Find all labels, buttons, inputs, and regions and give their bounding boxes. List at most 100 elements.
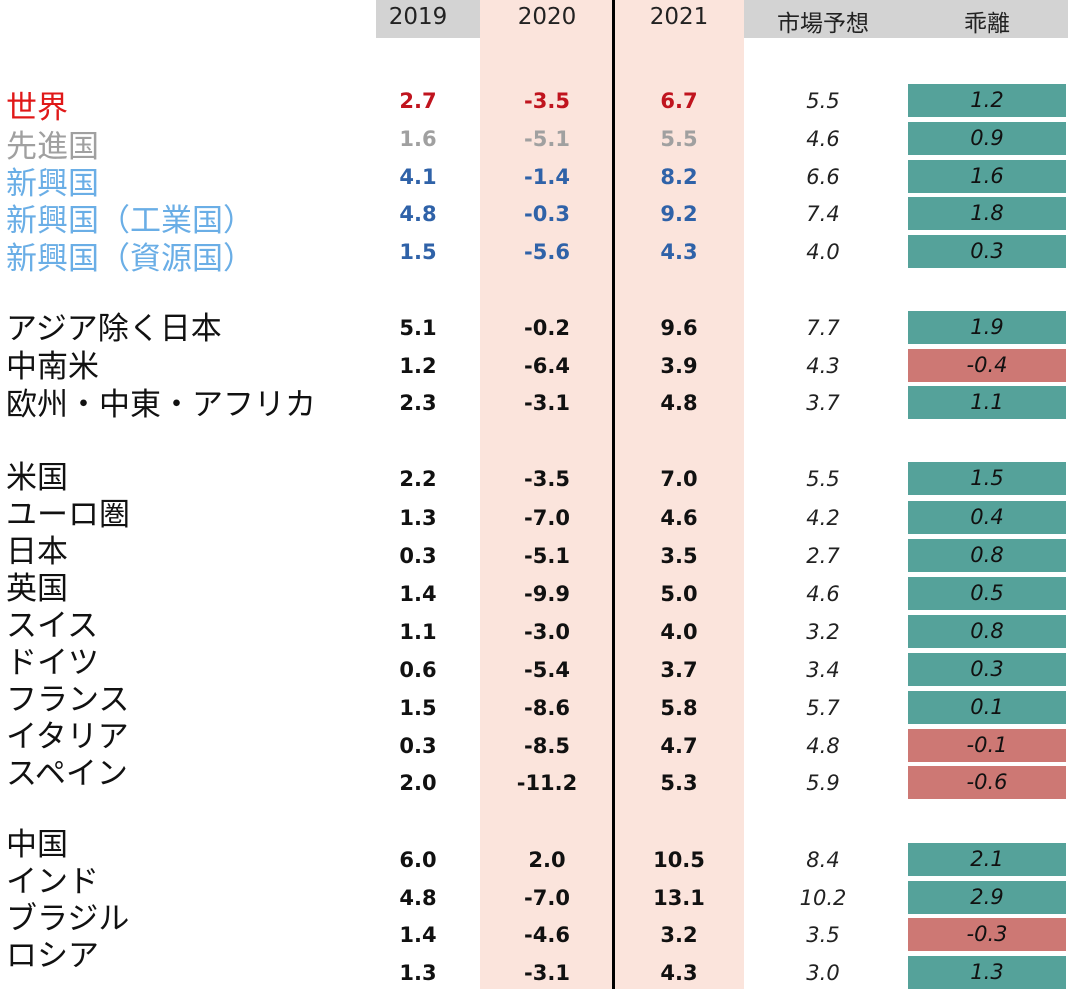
forecast-shade-2020: [480, 38, 614, 989]
value-2019: 1.4: [399, 582, 437, 606]
column-header-2020: 2020: [517, 4, 577, 30]
consensus-value: 4.6: [806, 127, 840, 151]
gap-cell: 1.1: [908, 386, 1066, 419]
value-2019: 4.1: [399, 165, 437, 189]
region-label: 新興国（資源国）: [6, 241, 254, 277]
consensus-value: 5.9: [806, 771, 840, 795]
value-2021: 4.6: [660, 506, 698, 530]
consensus-value: 5.7: [806, 696, 840, 720]
value-2020: 2.0: [528, 848, 566, 872]
value-2020: -3.5: [524, 89, 570, 113]
region-label: 英国: [6, 571, 68, 607]
column-divider: [612, 0, 615, 989]
region-label: スペイン: [6, 756, 128, 792]
value-2019: 0.6: [399, 658, 437, 682]
gap-cell: 0.8: [908, 615, 1066, 648]
column-header-consensus: 市場予想: [777, 11, 869, 37]
value-2019: 1.2: [399, 354, 437, 378]
consensus-value: 2.7: [806, 544, 840, 568]
gap-cell: 1.8: [908, 197, 1066, 230]
consensus-value: 8.4: [806, 848, 840, 872]
value-2020: -1.4: [524, 165, 570, 189]
value-2021: 5.0: [660, 582, 698, 606]
value-2021: 5.5: [660, 127, 698, 151]
value-2020: -5.1: [524, 544, 570, 568]
gap-cell: 1.3: [908, 956, 1066, 989]
value-2019: 1.1: [399, 620, 437, 644]
value-2019: 2.3: [399, 391, 437, 415]
gap-cell: 0.4: [908, 501, 1066, 534]
value-2020: -8.6: [524, 696, 570, 720]
region-label: インド: [6, 864, 99, 900]
value-2019: 1.5: [399, 696, 437, 720]
value-2020: -3.5: [524, 467, 570, 491]
value-2021: 4.3: [660, 961, 698, 985]
value-2021: 9.6: [660, 316, 698, 340]
value-2019: 2.0: [399, 771, 437, 795]
gap-cell: 0.1: [908, 691, 1066, 724]
value-2020: -6.4: [524, 354, 570, 378]
forecast-shade-2021: [614, 38, 744, 989]
column-header-2021: 2021: [649, 4, 709, 30]
value-2019: 6.0: [399, 848, 437, 872]
value-2020: -7.0: [524, 886, 570, 910]
value-2021: 3.9: [660, 354, 698, 378]
gap-cell: -0.1: [908, 729, 1066, 762]
value-2019: 0.3: [399, 544, 437, 568]
value-2020: -8.5: [524, 734, 570, 758]
value-2020: -3.1: [524, 961, 570, 985]
consensus-value: 5.5: [806, 89, 840, 113]
consensus-value: 7.7: [806, 316, 840, 340]
value-2020: -4.6: [524, 923, 570, 947]
gap-cell: 2.9: [908, 881, 1066, 914]
consensus-value: 10.2: [799, 886, 847, 910]
header-bg-2021: [614, 0, 744, 38]
region-label: 米国: [6, 460, 68, 496]
value-2021: 7.0: [660, 467, 698, 491]
value-2019: 2.7: [399, 89, 437, 113]
consensus-value: 3.0: [806, 961, 840, 985]
value-2021: 5.3: [660, 771, 698, 795]
region-label: ブラジル: [6, 901, 130, 937]
header-bg-consensus: [744, 0, 1068, 38]
region-label: 先進国: [6, 129, 99, 165]
consensus-value: 4.3: [806, 354, 840, 378]
gap-cell: 0.3: [908, 653, 1066, 686]
region-label: 中南米: [6, 349, 99, 385]
consensus-value: 6.6: [806, 165, 840, 189]
value-2020: -5.1: [524, 127, 570, 151]
value-2020: -7.0: [524, 506, 570, 530]
value-2021: 3.7: [660, 658, 698, 682]
region-label: ドイツ: [6, 645, 99, 681]
value-2020: -11.2: [516, 771, 578, 795]
value-2021: 4.0: [660, 620, 698, 644]
consensus-value: 3.2: [806, 620, 840, 644]
value-2019: 1.5: [399, 240, 437, 264]
gap-cell: 0.5: [908, 577, 1066, 610]
value-2020: -3.1: [524, 391, 570, 415]
gap-cell: 1.6: [908, 160, 1066, 193]
value-2019: 1.3: [399, 961, 437, 985]
region-label: 新興国（工業国）: [6, 203, 254, 239]
consensus-value: 7.4: [806, 202, 840, 226]
consensus-value: 4.2: [806, 506, 840, 530]
column-header-2019: 2019: [388, 4, 448, 30]
consensus-value: 5.5: [806, 467, 840, 491]
gap-cell: 0.9: [908, 122, 1066, 155]
gap-cell: -0.3: [908, 918, 1066, 951]
region-label: 中国: [6, 827, 68, 863]
value-2019: 2.2: [399, 467, 437, 491]
value-2020: -9.9: [524, 582, 570, 606]
region-label: イタリア: [6, 719, 129, 755]
gap-cell: 1.5: [908, 462, 1066, 495]
value-2021: 10.5: [653, 848, 705, 872]
consensus-value: 3.7: [806, 391, 840, 415]
value-2019: 4.8: [399, 886, 437, 910]
consensus-value: 4.8: [806, 734, 840, 758]
region-label: スイス: [6, 608, 99, 644]
value-2021: 4.8: [660, 391, 698, 415]
value-2021: 4.7: [660, 734, 698, 758]
region-label: 新興国: [6, 166, 99, 202]
value-2019: 4.8: [399, 202, 437, 226]
value-2019: 1.6: [399, 127, 437, 151]
